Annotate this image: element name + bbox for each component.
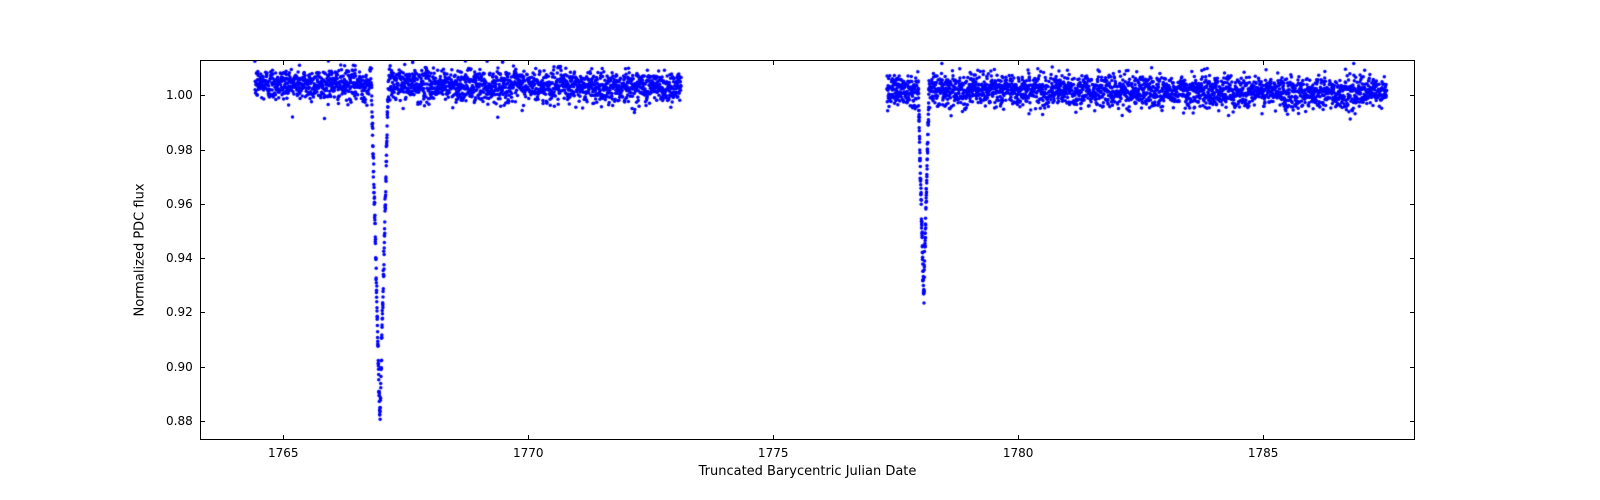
y-tick-mark — [1410, 312, 1415, 313]
x-tick-label: 1785 — [1248, 446, 1279, 460]
x-tick-mark — [528, 60, 529, 65]
plot-area — [200, 60, 1415, 440]
y-tick-label: 0.88 — [166, 414, 193, 428]
x-tick-mark — [528, 435, 529, 440]
x-tick-mark — [773, 435, 774, 440]
y-tick-label: 1.00 — [166, 88, 193, 102]
y-tick-label: 0.98 — [166, 143, 193, 157]
figure: 1765 1770 1775 1780 1785 0.88 0.90 0.92 0.94 0.9… — [0, 0, 1600, 500]
x-tick-label: 1780 — [1003, 446, 1034, 460]
y-tick-label: 0.94 — [166, 251, 193, 265]
x-tick-mark — [283, 435, 284, 440]
y-tick-mark — [200, 312, 205, 313]
y-tick-label: 0.96 — [166, 197, 193, 211]
y-tick-mark — [1410, 367, 1415, 368]
y-tick-mark — [1410, 258, 1415, 259]
y-tick-label: 0.90 — [166, 360, 193, 374]
y-axis-label: Normalized PDC flux — [133, 183, 148, 316]
y-tick-label: 0.92 — [166, 305, 193, 319]
y-tick-mark — [1410, 150, 1415, 151]
x-tick-mark — [1018, 60, 1019, 65]
x-tick-mark — [1263, 435, 1264, 440]
y-tick-mark — [200, 204, 205, 205]
y-tick-mark — [200, 95, 205, 96]
x-tick-label: 1765 — [268, 446, 299, 460]
x-tick-mark — [773, 60, 774, 65]
x-tick-mark — [1018, 435, 1019, 440]
x-tick-label: 1775 — [758, 446, 789, 460]
x-tick-label: 1770 — [513, 446, 544, 460]
x-tick-mark — [1263, 60, 1264, 65]
y-tick-mark — [200, 421, 205, 422]
y-tick-mark — [200, 258, 205, 259]
x-tick-mark — [283, 60, 284, 65]
x-axis-label: Truncated Barycentric Julian Date — [699, 464, 917, 479]
y-tick-mark — [1410, 204, 1415, 205]
scatter-canvas — [201, 61, 1416, 441]
y-tick-mark — [200, 367, 205, 368]
y-tick-mark — [200, 150, 205, 151]
y-tick-mark — [1410, 95, 1415, 96]
y-tick-mark — [1410, 421, 1415, 422]
